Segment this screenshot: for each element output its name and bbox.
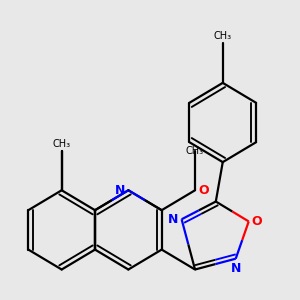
Text: CH₃: CH₃ <box>186 146 204 156</box>
Text: N: N <box>115 184 125 197</box>
Text: N: N <box>230 262 241 275</box>
Text: CH₃: CH₃ <box>52 139 71 149</box>
Text: N: N <box>168 213 178 226</box>
Text: O: O <box>252 215 262 228</box>
Text: CH₃: CH₃ <box>214 31 232 41</box>
Text: O: O <box>198 184 209 197</box>
